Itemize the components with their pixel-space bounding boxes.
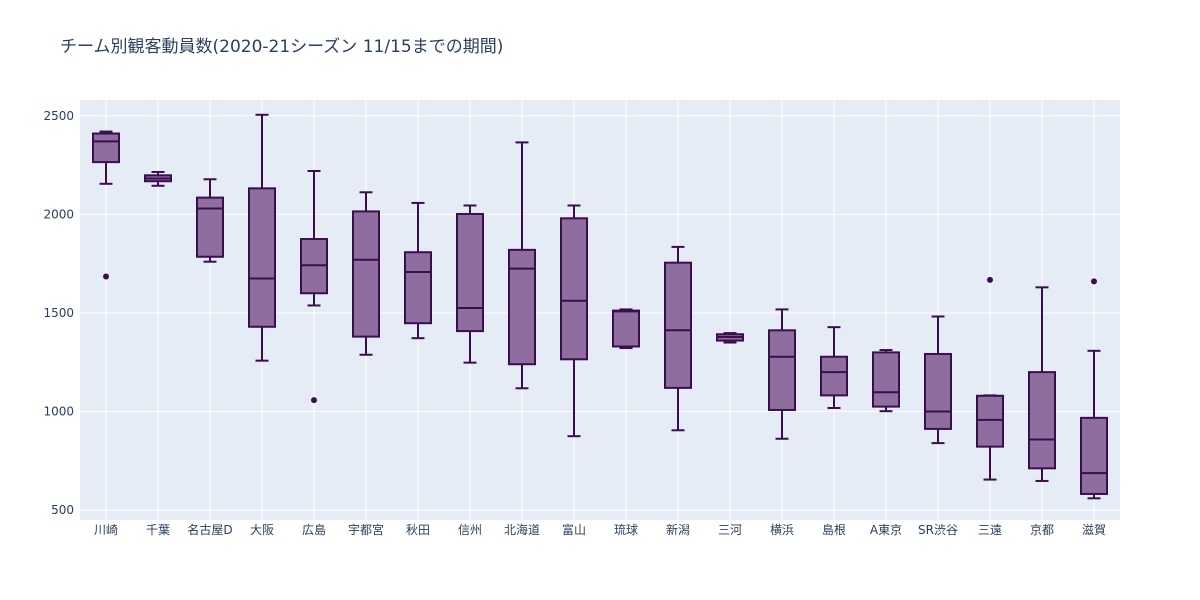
- iqr-box: [196, 196, 224, 258]
- boxes: [92, 113, 1108, 500]
- box-島根: [820, 326, 848, 409]
- box-信州: [456, 204, 484, 364]
- x-tick-label: 京都: [1030, 523, 1054, 537]
- x-tick-label: 滋賀: [1082, 523, 1106, 537]
- x-tick-label: 北海道: [504, 522, 540, 537]
- iqr-box: [248, 187, 276, 328]
- x-axis-ticks: 川崎 千葉 名古屋D 大阪 広島 宇都宮 秋田 信州 北海道 富山 琉球 新潟 三河 横浜 島根 A東京 SR渋…: [94, 522, 1106, 537]
- iqr-box: [612, 309, 640, 348]
- box-広島: [300, 169, 328, 404]
- box-三遠: [976, 276, 1004, 481]
- chart-title: チーム別観客動員数(2020-21シーズン 11/15までの期間): [60, 37, 504, 57]
- x-tick-label: 千葉: [146, 523, 170, 537]
- outlier-point: [1091, 278, 1097, 285]
- box-琉球: [612, 308, 640, 350]
- x-tick-label: A東京: [870, 523, 902, 537]
- x-tick-label: 三河: [718, 523, 742, 537]
- box-富山: [560, 204, 588, 438]
- iqr-box: [560, 217, 588, 361]
- x-tick-label: 宇都宮: [348, 522, 384, 537]
- iqr-box: [1080, 416, 1108, 495]
- y-axis-ticks: 500 1000 1500 2000 2500: [43, 109, 74, 517]
- iqr-box: [820, 355, 848, 397]
- x-tick-label: 横浜: [770, 523, 794, 537]
- y-tick-label: 500: [51, 503, 74, 517]
- x-tick-label: 富山: [562, 522, 586, 537]
- x-tick-label: 琉球: [614, 523, 638, 537]
- iqr-box: [1028, 371, 1056, 470]
- box-京都: [1028, 286, 1056, 482]
- outlier-point: [103, 273, 109, 280]
- x-tick-label: 新潟: [666, 522, 690, 537]
- iqr-box: [664, 261, 692, 389]
- iqr-box: [92, 132, 120, 164]
- iqr-box: [508, 248, 536, 366]
- box-横浜: [768, 308, 796, 440]
- box-秋田: [404, 201, 432, 340]
- x-tick-label: SR渋谷: [918, 523, 958, 537]
- x-tick-label: 秋田: [406, 523, 430, 537]
- box-A東京: [872, 349, 900, 413]
- y-tick-label: 2000: [43, 207, 74, 221]
- y-tick-label: 1000: [43, 405, 74, 419]
- x-tick-label: 三遠: [978, 523, 1002, 537]
- iqr-box: [768, 329, 796, 411]
- box-大阪: [248, 113, 276, 362]
- box-北海道: [508, 141, 536, 390]
- box-滋賀: [1080, 278, 1108, 500]
- x-tick-label: 大阪: [250, 523, 274, 537]
- y-tick-label: 1500: [43, 306, 74, 320]
- box-SR渋谷: [924, 315, 952, 445]
- iqr-box: [352, 210, 380, 338]
- outlier-point: [311, 397, 317, 404]
- box-新潟: [664, 245, 692, 432]
- box-川崎: [92, 130, 120, 280]
- box-宇都宮: [352, 191, 380, 356]
- plot-background: [80, 100, 1120, 520]
- iqr-box: [456, 212, 484, 333]
- box-名古屋D: [196, 178, 224, 263]
- iqr-box: [924, 352, 952, 430]
- x-tick-label: 信州: [458, 523, 482, 537]
- x-tick-label: 広島: [302, 522, 326, 537]
- x-tick-label: 名古屋D: [187, 522, 232, 537]
- x-tick-label: 島根: [822, 522, 846, 537]
- box-三河: [716, 332, 744, 344]
- iqr-box: [872, 351, 900, 408]
- iqr-box: [976, 394, 1004, 448]
- box-千葉: [144, 170, 172, 187]
- y-tick-label: 2500: [43, 109, 74, 123]
- iqr-box: [404, 251, 432, 325]
- outlier-point: [987, 276, 993, 283]
- x-tick-label: 川崎: [94, 523, 118, 537]
